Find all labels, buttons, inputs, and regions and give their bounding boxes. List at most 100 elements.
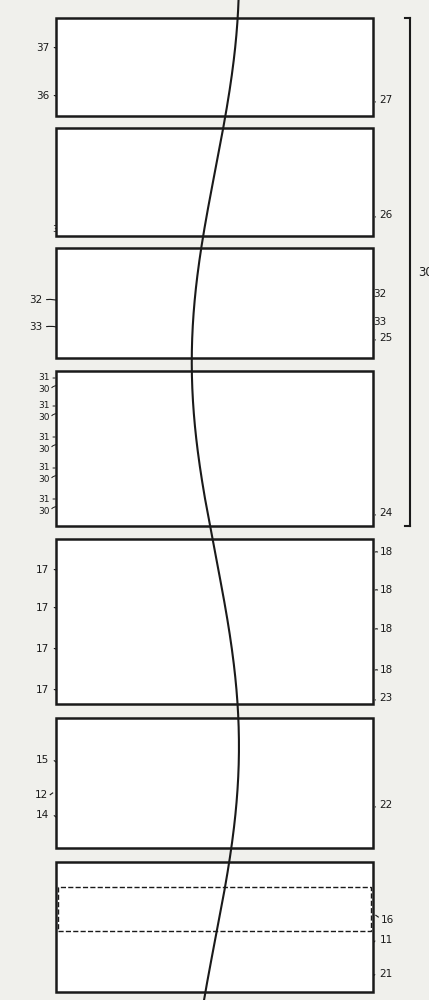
Bar <box>63 145 100 179</box>
Text: 22: 22 <box>380 800 393 810</box>
Text: 21: 21 <box>380 969 393 979</box>
Bar <box>152 787 160 802</box>
Bar <box>350 809 358 824</box>
Text: 30: 30 <box>38 506 49 516</box>
Bar <box>350 787 358 802</box>
Bar <box>350 766 358 781</box>
Bar <box>285 258 311 348</box>
Bar <box>62 681 367 686</box>
Text: 30: 30 <box>38 414 49 422</box>
Bar <box>77 787 85 802</box>
Circle shape <box>319 873 327 893</box>
Bar <box>62 693 367 698</box>
Text: 17: 17 <box>36 603 49 613</box>
Bar <box>341 722 349 738</box>
Bar <box>294 831 302 846</box>
Bar <box>237 722 245 738</box>
Bar <box>294 766 302 781</box>
Text: 15: 15 <box>36 755 49 765</box>
Circle shape <box>220 901 229 921</box>
Bar <box>62 558 367 563</box>
Bar <box>62 634 367 639</box>
Circle shape <box>220 930 229 950</box>
Bar <box>237 809 245 824</box>
Bar <box>208 194 233 224</box>
Bar <box>102 381 108 395</box>
Bar <box>218 831 226 846</box>
Bar <box>341 809 349 824</box>
Text: 35: 35 <box>127 176 138 184</box>
Bar <box>56 248 373 358</box>
Bar <box>256 766 264 781</box>
Bar <box>228 831 236 846</box>
Bar <box>124 722 132 738</box>
Bar <box>152 744 160 759</box>
Bar <box>199 787 207 802</box>
Bar <box>133 744 141 759</box>
Circle shape <box>121 901 130 921</box>
Bar <box>199 831 207 846</box>
Bar <box>218 787 226 802</box>
Bar <box>62 640 367 645</box>
Bar <box>168 498 216 520</box>
Bar <box>228 787 236 802</box>
Bar <box>247 744 254 759</box>
Bar <box>122 145 159 179</box>
Text: 31: 31 <box>38 494 49 504</box>
Bar <box>360 744 368 759</box>
Bar <box>284 468 332 490</box>
Bar <box>223 258 249 348</box>
Bar <box>102 442 108 456</box>
Bar <box>62 676 367 681</box>
Bar <box>111 468 158 490</box>
Circle shape <box>319 959 327 979</box>
Bar <box>322 831 330 846</box>
Bar <box>313 744 320 759</box>
Circle shape <box>141 959 150 979</box>
Bar <box>209 744 217 759</box>
Circle shape <box>102 873 110 893</box>
Circle shape <box>299 873 308 893</box>
Bar <box>67 766 75 781</box>
Circle shape <box>240 959 248 979</box>
Bar <box>162 787 169 802</box>
Bar <box>284 766 292 781</box>
Bar <box>193 145 230 179</box>
Bar <box>237 831 245 846</box>
Bar <box>62 605 367 610</box>
Bar <box>96 744 103 759</box>
Bar <box>118 258 144 348</box>
Bar <box>237 766 245 781</box>
Bar <box>143 809 151 824</box>
Bar <box>190 809 198 824</box>
Bar <box>227 468 274 490</box>
Bar <box>143 831 151 846</box>
Bar <box>62 593 367 598</box>
Circle shape <box>181 959 189 979</box>
Bar <box>199 809 207 824</box>
Bar <box>209 722 217 738</box>
Bar <box>133 831 141 846</box>
Bar <box>62 646 367 651</box>
Circle shape <box>102 930 110 950</box>
Bar <box>56 18 373 116</box>
Circle shape <box>358 901 367 921</box>
Bar <box>124 766 132 781</box>
Bar <box>247 766 254 781</box>
Text: 31: 31 <box>38 432 49 442</box>
Bar <box>60 669 369 698</box>
Circle shape <box>161 873 169 893</box>
Bar <box>152 722 160 738</box>
Bar <box>171 744 179 759</box>
Circle shape <box>161 901 169 921</box>
Bar <box>313 809 320 824</box>
Bar <box>228 809 236 824</box>
Bar <box>227 498 274 520</box>
Text: 23: 23 <box>380 693 393 703</box>
Bar <box>58 787 66 802</box>
Circle shape <box>319 930 327 950</box>
Bar <box>86 766 94 781</box>
Bar <box>350 744 358 759</box>
Bar <box>133 722 141 738</box>
Text: 31: 31 <box>38 401 49 410</box>
